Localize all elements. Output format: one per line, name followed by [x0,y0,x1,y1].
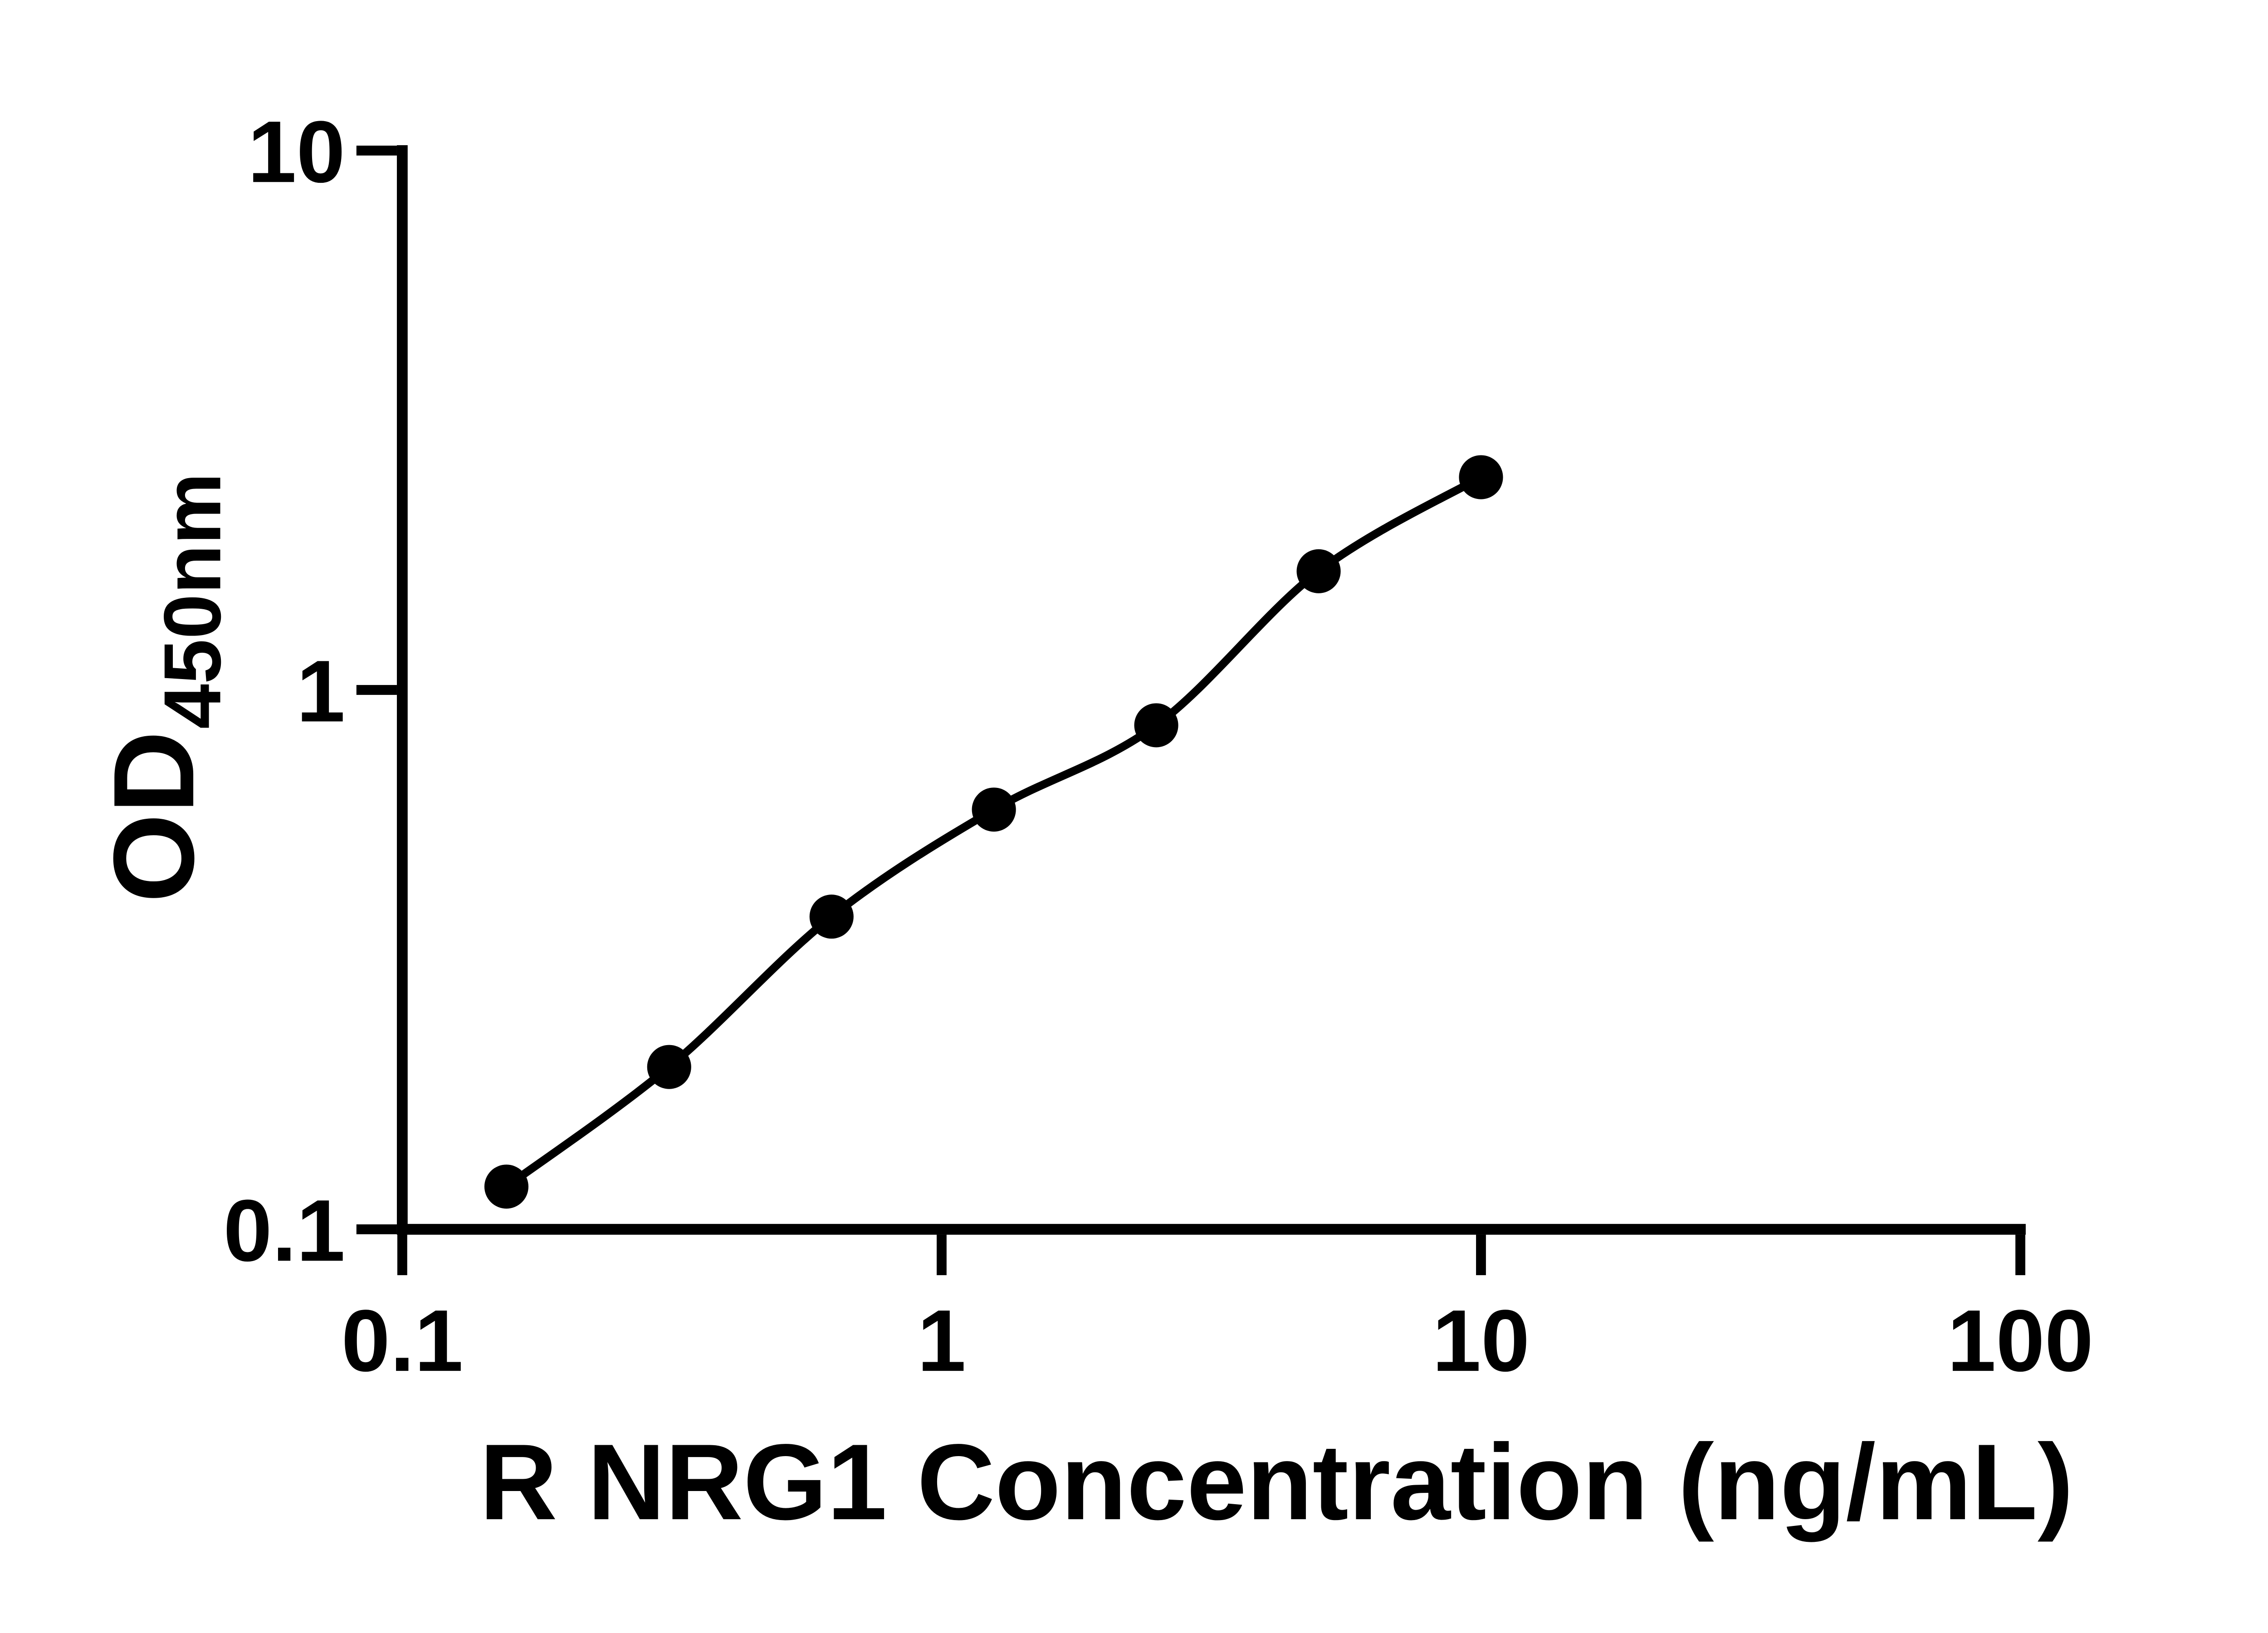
data-point [972,787,1016,832]
y-tick [356,1224,397,1234]
x-tick [397,1234,407,1276]
y-tick [356,146,397,156]
x-tick-label: 1 [917,1291,966,1389]
data-point [647,1045,691,1089]
data-point [1459,455,1503,499]
data-points [484,455,1503,1209]
x-tick-label: 100 [1947,1291,2093,1389]
x-axis-title: R NRG1 Concentration (ng/mL) [479,1422,2073,1542]
data-point [1296,549,1341,593]
x-tick-label: 10 [1432,1291,1530,1389]
x-tick [937,1234,947,1276]
y-axis-title-main: OD [89,731,218,903]
data-point [484,1164,528,1209]
y-tick-label: 0.1 [223,1181,345,1279]
y-axis-tick-labels: 10 1 0.1 [223,103,345,1279]
x-axis-line [396,1224,2026,1235]
x-axis-tick-labels: 0.1 1 10 100 [342,1291,2094,1389]
x-tick [1476,1234,1486,1276]
x-tick-label: 0.1 [342,1291,464,1389]
data-point [1134,703,1178,748]
y-tick-label: 1 [297,642,345,740]
data-point [809,895,854,939]
x-tick [2015,1234,2025,1276]
y-tick-label: 10 [248,103,345,200]
x-axis-ticks [397,1234,2025,1276]
y-axis-line [396,145,408,1235]
y-axis-title-subscript: 450nm [147,473,238,729]
y-tick [356,685,397,695]
y-axis-title: OD 450nm [89,473,237,903]
y-axis-ticks [356,146,397,1234]
